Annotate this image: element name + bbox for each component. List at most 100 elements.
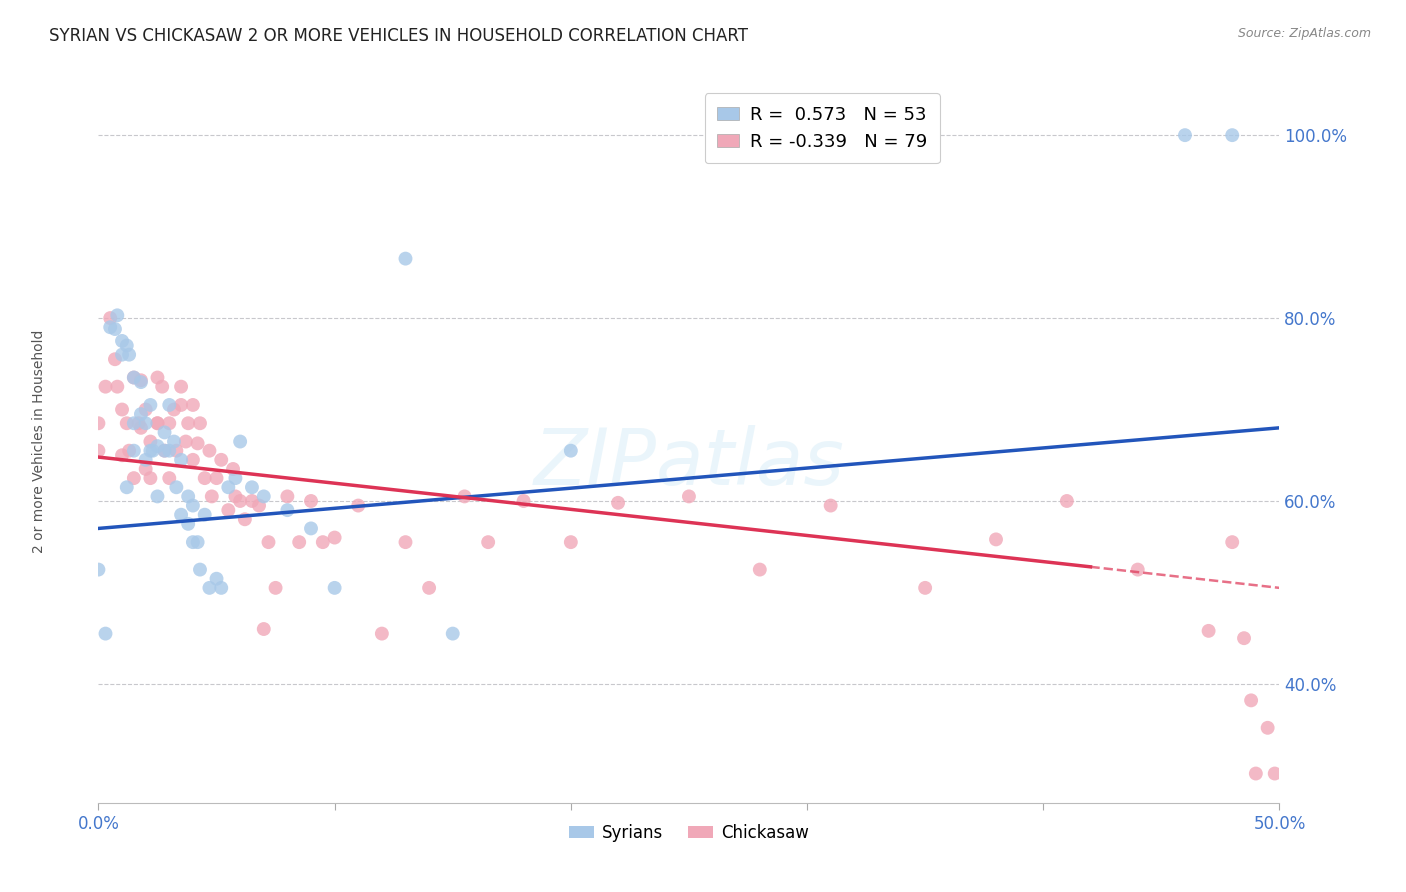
Point bbox=[253, 622, 276, 636]
Point bbox=[820, 499, 842, 513]
Point bbox=[229, 434, 252, 449]
Point bbox=[98, 311, 121, 326]
Point bbox=[1220, 535, 1243, 549]
Point bbox=[264, 581, 287, 595]
Point bbox=[122, 416, 145, 430]
Point bbox=[122, 370, 145, 384]
Point bbox=[224, 490, 246, 504]
Point bbox=[153, 443, 176, 458]
Point bbox=[139, 434, 162, 449]
Point bbox=[153, 425, 176, 440]
Point bbox=[122, 370, 145, 384]
Point bbox=[129, 407, 152, 421]
Point bbox=[157, 471, 180, 485]
Point bbox=[187, 535, 209, 549]
Text: Source: ZipAtlas.com: Source: ZipAtlas.com bbox=[1237, 27, 1371, 40]
Text: 2 or more Vehicles in Household: 2 or more Vehicles in Household bbox=[32, 330, 46, 553]
Point bbox=[135, 416, 157, 430]
Point bbox=[1240, 693, 1263, 707]
Point bbox=[139, 398, 162, 412]
Point bbox=[170, 453, 193, 467]
Point bbox=[146, 416, 169, 430]
Point bbox=[142, 443, 165, 458]
Point bbox=[146, 416, 169, 430]
Point bbox=[181, 398, 204, 412]
Point bbox=[157, 443, 180, 458]
Point bbox=[157, 416, 180, 430]
Point bbox=[129, 373, 152, 387]
Point bbox=[1126, 563, 1149, 577]
Point bbox=[188, 416, 211, 430]
Point bbox=[560, 535, 582, 549]
Point bbox=[150, 379, 173, 393]
Point bbox=[1198, 624, 1220, 638]
Point bbox=[94, 379, 117, 393]
Text: SYRIAN VS CHICKASAW 2 OR MORE VEHICLES IN HOUSEHOLD CORRELATION CHART: SYRIAN VS CHICKASAW 2 OR MORE VEHICLES I… bbox=[49, 27, 748, 45]
Text: ZIPatlas: ZIPatlas bbox=[533, 425, 845, 501]
Point bbox=[257, 535, 280, 549]
Point bbox=[115, 480, 138, 494]
Point bbox=[170, 508, 193, 522]
Point bbox=[135, 453, 157, 467]
Point bbox=[394, 252, 416, 266]
Point bbox=[163, 434, 186, 449]
Point bbox=[477, 535, 499, 549]
Point bbox=[441, 626, 464, 640]
Point bbox=[198, 581, 221, 595]
Point bbox=[194, 508, 217, 522]
Legend: Syrians, Chickasaw: Syrians, Chickasaw bbox=[562, 817, 815, 848]
Point bbox=[146, 490, 169, 504]
Point bbox=[1220, 128, 1243, 143]
Point bbox=[139, 443, 162, 458]
Point bbox=[1244, 766, 1267, 780]
Point bbox=[209, 453, 232, 467]
Point bbox=[177, 490, 200, 504]
Point bbox=[748, 563, 770, 577]
Point bbox=[418, 581, 440, 595]
Point bbox=[87, 416, 110, 430]
Point bbox=[98, 320, 121, 334]
Point bbox=[153, 443, 176, 458]
Point bbox=[240, 480, 263, 494]
Point bbox=[115, 338, 138, 352]
Point bbox=[512, 494, 534, 508]
Point bbox=[224, 471, 246, 485]
Point bbox=[201, 490, 224, 504]
Point bbox=[1264, 766, 1286, 780]
Point bbox=[247, 499, 270, 513]
Point bbox=[122, 443, 145, 458]
Point bbox=[177, 416, 200, 430]
Point bbox=[105, 379, 128, 393]
Point bbox=[135, 402, 157, 417]
Point bbox=[111, 348, 134, 362]
Point bbox=[560, 443, 582, 458]
Point bbox=[118, 443, 141, 458]
Point bbox=[165, 443, 187, 458]
Point bbox=[217, 503, 239, 517]
Point bbox=[135, 462, 157, 476]
Point bbox=[105, 309, 128, 323]
Point bbox=[914, 581, 936, 595]
Point bbox=[323, 581, 346, 595]
Point bbox=[129, 375, 152, 389]
Point bbox=[177, 516, 200, 531]
Point bbox=[122, 471, 145, 485]
Point bbox=[229, 494, 252, 508]
Point bbox=[146, 439, 169, 453]
Point bbox=[87, 443, 110, 458]
Point bbox=[312, 535, 335, 549]
Point bbox=[174, 434, 197, 449]
Point bbox=[253, 490, 276, 504]
Point bbox=[1174, 128, 1197, 143]
Point bbox=[299, 494, 322, 508]
Point bbox=[299, 521, 322, 535]
Point bbox=[371, 626, 394, 640]
Point bbox=[394, 535, 416, 549]
Point bbox=[607, 496, 630, 510]
Point bbox=[240, 494, 263, 508]
Point bbox=[209, 581, 232, 595]
Point bbox=[194, 471, 217, 485]
Point bbox=[111, 334, 134, 348]
Point bbox=[181, 453, 204, 467]
Point bbox=[276, 503, 298, 517]
